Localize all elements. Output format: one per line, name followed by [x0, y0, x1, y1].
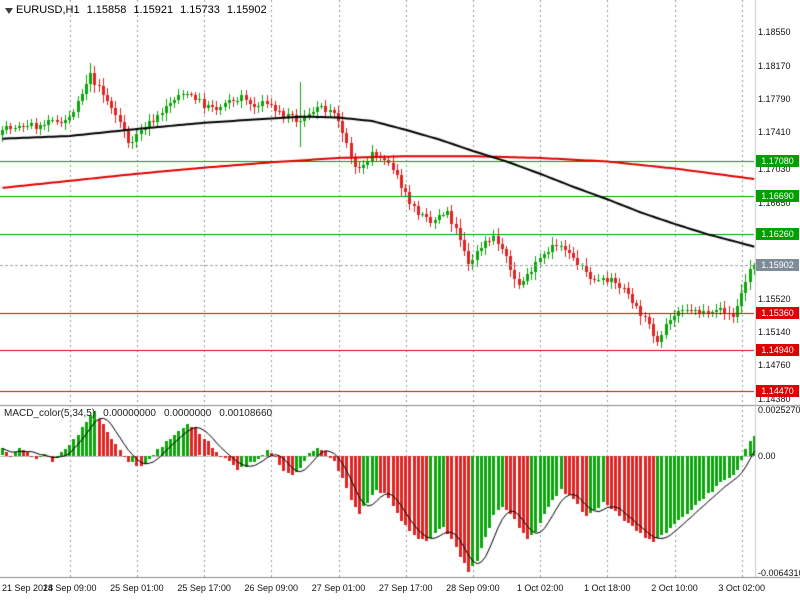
price-badge-resistance: 1.16690: [756, 189, 799, 202]
price-tick: 1.14380: [758, 393, 791, 404]
price-tick: 1.15520: [758, 293, 791, 304]
quote-low: 1.15733: [180, 4, 220, 16]
price-tick: 1.15140: [758, 327, 791, 338]
macd-value-3: 0.00108660: [219, 408, 273, 419]
time-tick: 2 Oct 10:00: [651, 583, 698, 593]
time-axis[interactable]: 21 Sep 2018 24 Sep 09:00 25 Sep 01:00 25 Se…: [0, 578, 800, 600]
time-tick: 1 Oct 18:00: [584, 583, 631, 593]
symbol-timeframe-label: EURUSD,H1: [16, 4, 80, 16]
price-tick: 1.14760: [758, 360, 791, 371]
price-badge-current: 1.15902: [756, 259, 799, 272]
price-tick: 1.18550: [758, 27, 791, 38]
price-badge-resistance: 1.16260: [756, 227, 799, 240]
time-tick: 1 Oct 02:00: [516, 583, 564, 593]
chart-title-bar: EURUSD,H1 1.15858 1.15921 1.15733 1.1590…: [16, 4, 267, 16]
time-tick: 25 Sep 17:00: [177, 583, 231, 593]
price-tick: 1.17790: [758, 94, 791, 105]
price-tick: 1.16650: [758, 198, 791, 209]
time-tick: 24 Sep 09:00: [42, 583, 97, 593]
macd-scale-label: 0.00: [758, 450, 776, 461]
macd-value-1: 0.00000000: [103, 408, 156, 419]
macd-scale-label: 0.0025270: [758, 405, 800, 415]
time-tick: 3 Oct 02:00: [718, 583, 765, 593]
macd-indicator-label: MACD_color(5,34,5) 0.00000000 0.0000000 …: [4, 408, 272, 419]
price-badge-support: 1.15360: [756, 306, 799, 319]
price-badge-resistance: 1.17080: [756, 155, 799, 168]
quote-open: 1.15858: [86, 4, 127, 16]
symbol-marker-icon: [5, 8, 13, 14]
price-tick: 1.17030: [758, 163, 791, 174]
time-tick: 28 Sep 09:00: [446, 583, 500, 593]
macd-scale-label: -0.0064310: [758, 568, 800, 578]
time-tick: 21 Sep 2018: [2, 583, 54, 593]
price-tick: 1.17410: [758, 127, 791, 138]
time-tick: 27 Sep 01:00: [311, 583, 366, 593]
time-tick: 27 Sep 17:00: [378, 583, 433, 593]
price-badge-support: 1.14470: [756, 384, 799, 397]
price-axis[interactable]: 1.18550 1.18170 1.17790 1.17410 1.17030 1.166…: [755, 0, 800, 578]
time-tick: 26 Sep 09:00: [244, 583, 299, 593]
quote-bid: 1.15902: [226, 4, 267, 16]
quote-high: 1.15921: [133, 4, 174, 16]
price-tick: 1.18170: [758, 60, 791, 71]
time-tick: 25 Sep 01:00: [110, 583, 164, 593]
price-badge-support: 1.14940: [756, 343, 799, 356]
macd-value-2: 0.0000000: [164, 408, 212, 419]
macd-name: MACD_color(5,34,5): [4, 408, 96, 419]
